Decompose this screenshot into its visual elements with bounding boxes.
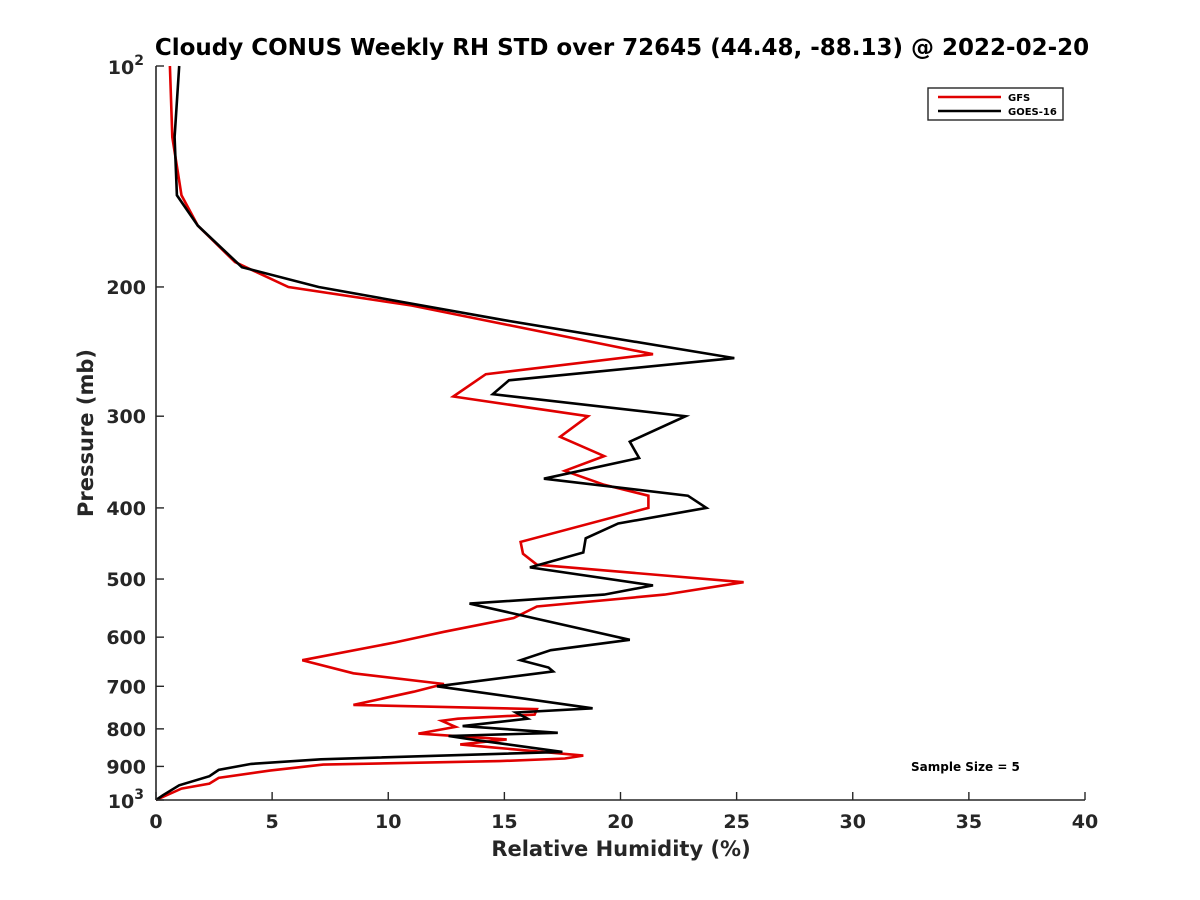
x-tick-label: 25 (723, 811, 749, 833)
legend-label-gfs: GFS (1008, 93, 1030, 104)
y-tick-label: 400 (106, 498, 146, 520)
chart-title: Cloudy CONUS Weekly RH STD over 72645 (4… (155, 35, 1089, 61)
y-tick-label: 300 (106, 406, 146, 428)
series-line-goes-16 (155, 65, 735, 802)
legend-box (927, 87, 1064, 121)
x-tick-label: 30 (840, 811, 866, 833)
y-tick-label: 800 (106, 719, 146, 741)
x-tick-label: 40 (1072, 811, 1098, 833)
plot-area (155, 65, 744, 802)
axes: 0 5 10 15 20 25 30 35 40 102 200 300 400 500 600 700 800… (106, 53, 1098, 833)
y-tick-label: 500 (106, 569, 146, 591)
y-tick-label: 600 (106, 627, 146, 649)
x-axis-label: Relative Humidity (%) (491, 837, 750, 861)
sample-size-annotation: Sample Size = 5 (911, 760, 1020, 774)
y-tick-label: 900 (106, 756, 146, 778)
legend: GFS GOES-16 (927, 87, 1064, 121)
y-tick-label: 103 (108, 787, 144, 813)
x-tick-label: 20 (607, 811, 633, 833)
x-tick-label: 5 (266, 811, 279, 833)
x-tick-label: 10 (375, 811, 401, 833)
x-tick-label: 35 (956, 811, 982, 833)
x-tick-label: 0 (149, 811, 162, 833)
y-axis-label: Pressure (mb) (74, 349, 98, 517)
series-line-gfs (155, 65, 744, 802)
y-tick-label: 700 (106, 676, 146, 698)
y-tick-label: 102 (108, 53, 144, 79)
x-tick-label: 15 (491, 811, 517, 833)
y-tick-label: 200 (106, 277, 146, 299)
legend-label-goes-16: GOES-16 (1008, 107, 1057, 118)
